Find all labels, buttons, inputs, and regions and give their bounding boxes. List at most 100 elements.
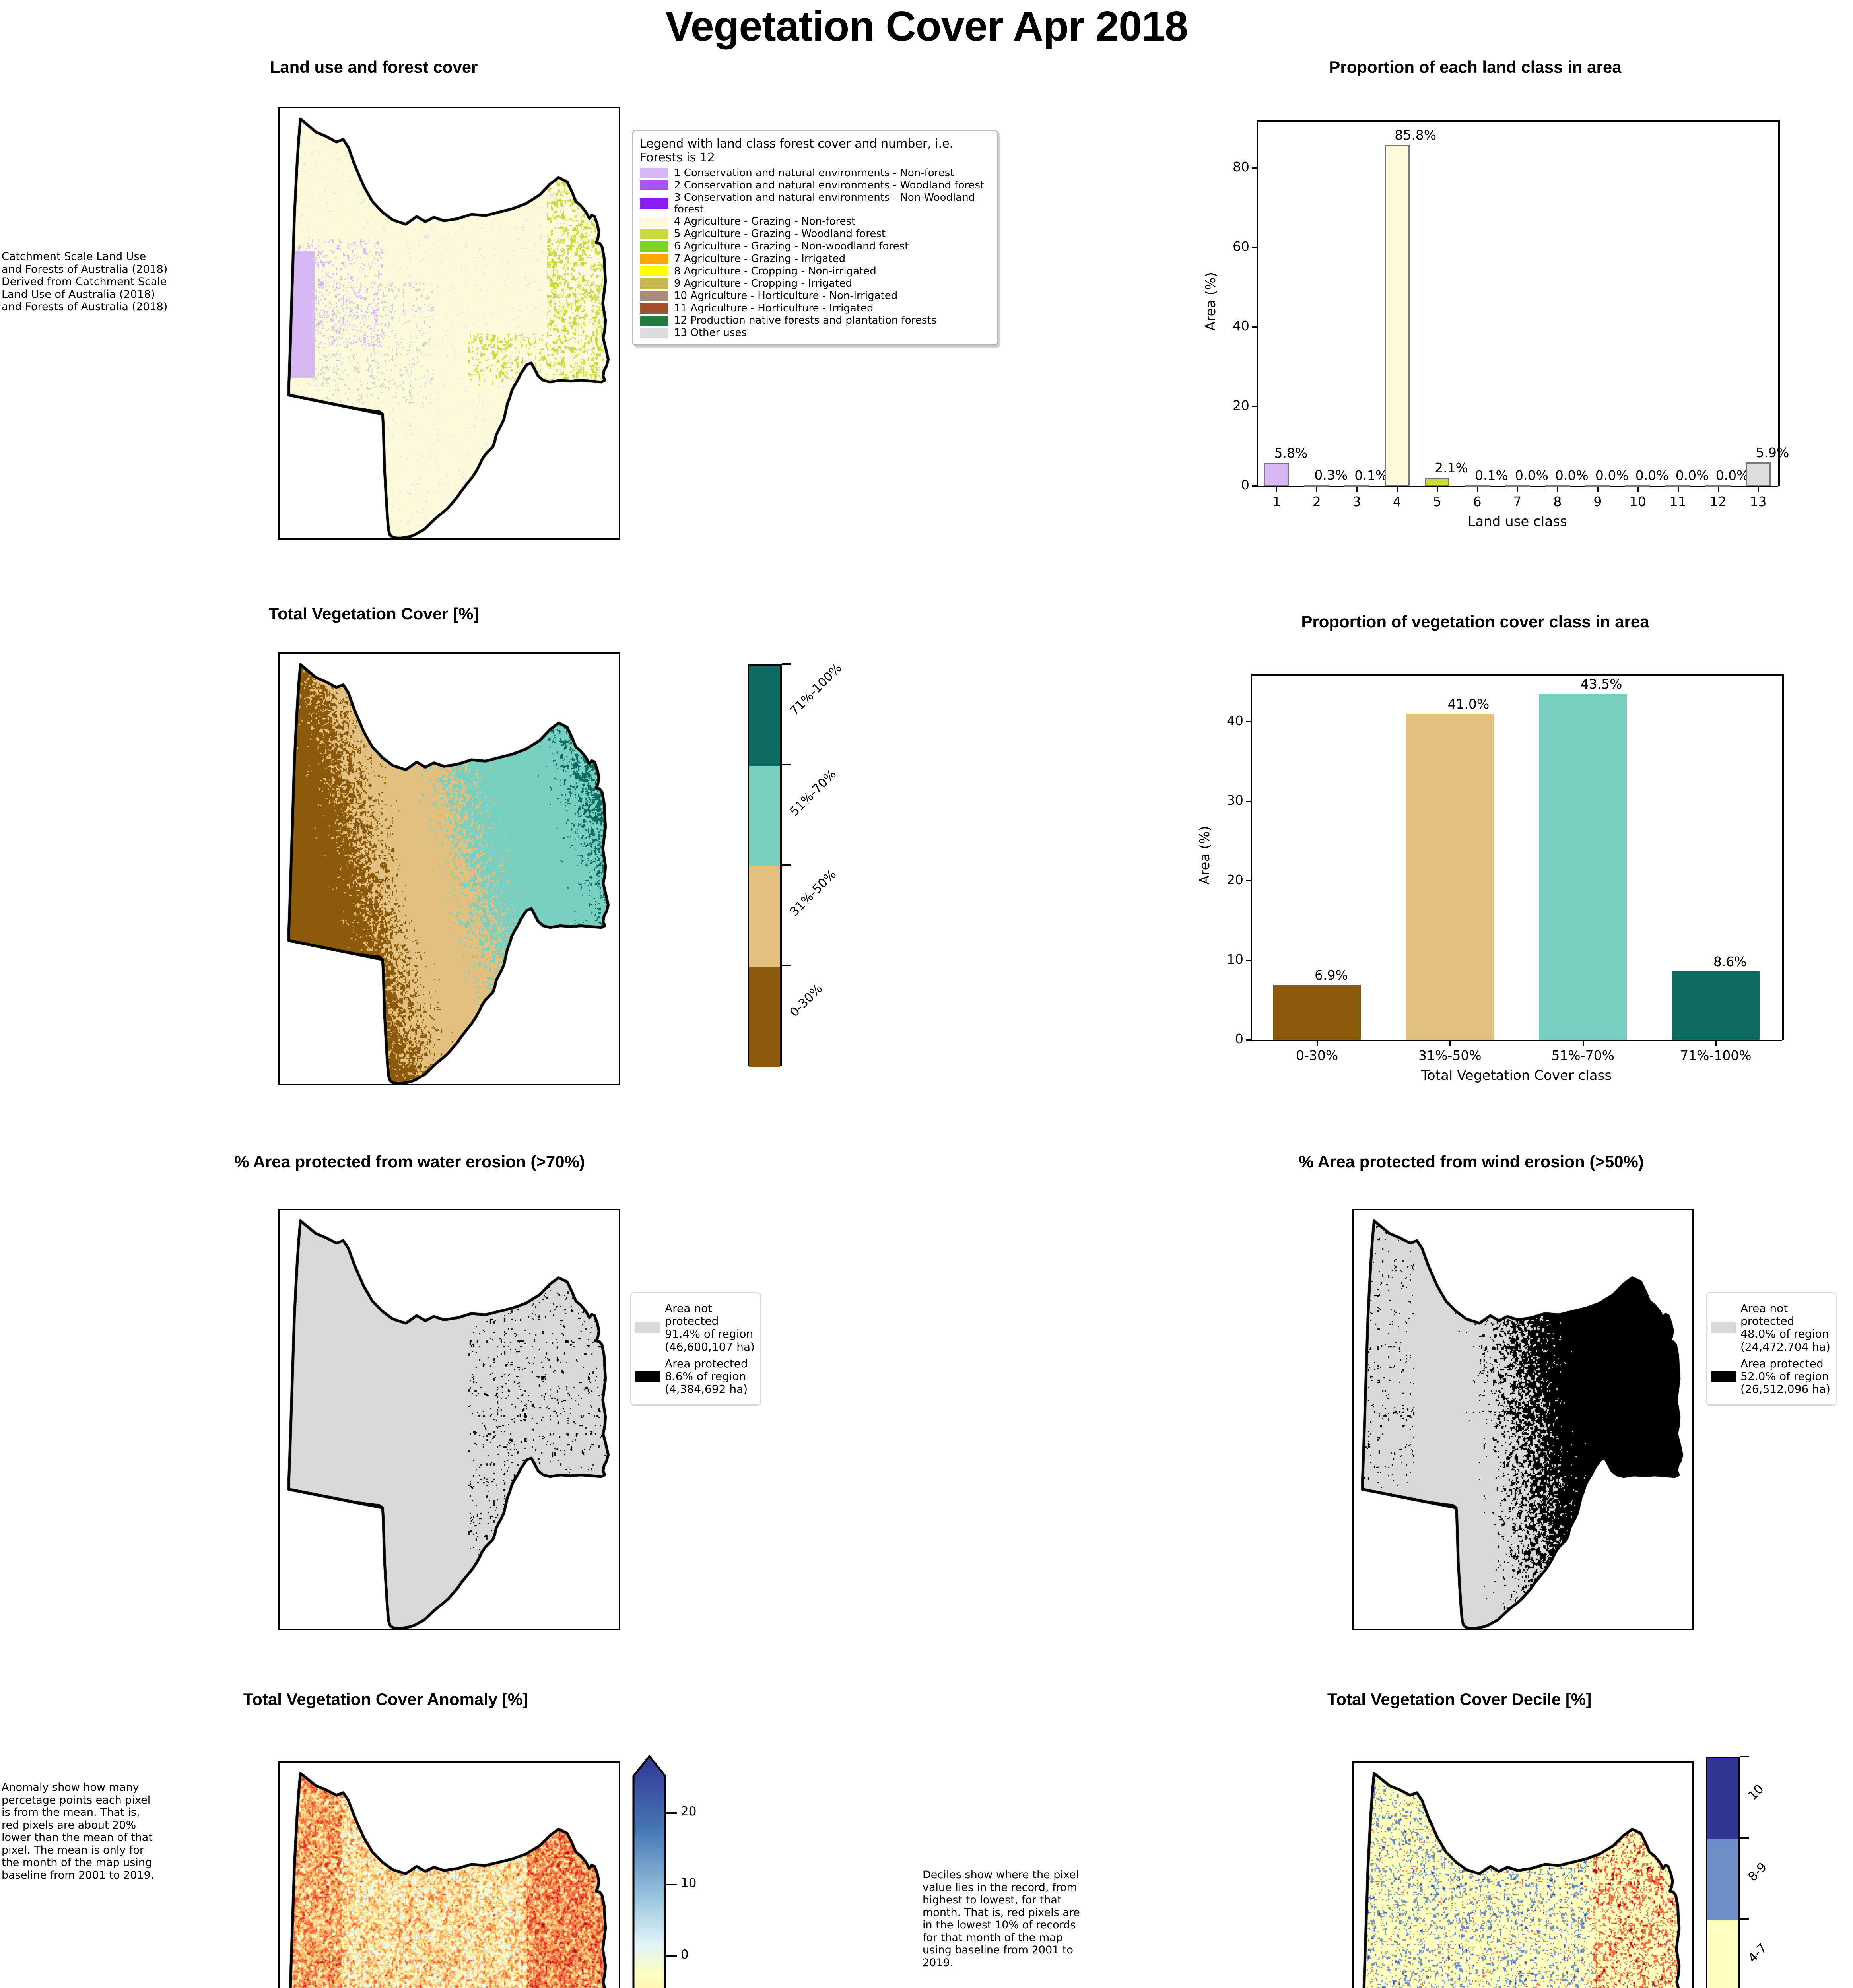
map-y-tick [1352, 1875, 1354, 1876]
veg-cover-map-canvas [280, 654, 619, 1084]
bar[interactable] [1344, 485, 1369, 487]
land-use-map[interactable] [278, 107, 620, 540]
map-y-tick [1352, 1547, 1354, 1549]
bar[interactable] [1505, 485, 1530, 487]
map-y-tick [278, 455, 280, 456]
bar[interactable] [1406, 714, 1494, 1040]
colorbar-label: 8-9 [1745, 1860, 1770, 1884]
legend-swatch [640, 198, 668, 209]
legend-item-label: 3 Conservation and natural environments … [674, 192, 975, 215]
colorbar-tick [782, 964, 791, 966]
land-use-map-canvas [280, 108, 619, 538]
bar[interactable] [1264, 463, 1289, 486]
x-tick [1637, 487, 1639, 492]
map-y-tick [278, 1547, 280, 1549]
erosion-legend-item: Area protected 52.0% of region (26,512,0… [1711, 1357, 1832, 1396]
water-erosion-map[interactable] [278, 1209, 620, 1630]
map-x-tick [605, 1084, 606, 1085]
map-y-tick [278, 831, 280, 833]
x-tick-label: 71%-100% [1680, 1048, 1752, 1063]
bar[interactable] [1273, 985, 1361, 1040]
bar-value-label: 2.1% [1435, 460, 1468, 476]
panel-title-veg-class-chart: Proportion of vegetation cover class in … [1301, 612, 1649, 631]
colorbar-tick [782, 763, 791, 765]
bar[interactable] [1424, 478, 1450, 486]
x-tick [1677, 487, 1679, 492]
map-x-tick [297, 1629, 299, 1630]
map-y-tick [1352, 1455, 1354, 1456]
legend-item: 10 Agriculture - Horticulture - Non-irri… [640, 290, 991, 302]
y-axis-label: Area (%) [1197, 826, 1213, 885]
bar[interactable] [1672, 971, 1760, 1040]
bar[interactable] [1665, 485, 1690, 487]
bar[interactable] [1465, 485, 1490, 487]
bar[interactable] [1545, 485, 1570, 487]
x-tick [1597, 487, 1599, 492]
legend-swatch [640, 168, 668, 179]
legend-swatch [640, 278, 668, 289]
decile-side-note: Deciles show where the pixel value lies … [923, 1869, 1080, 1969]
bar[interactable] [1625, 485, 1651, 487]
panel-title-anomaly: Total Vegetation Cover Anomaly [%] [243, 1690, 528, 1708]
colorbar-tick-label: 20 [681, 1804, 697, 1819]
y-tick [1252, 247, 1257, 248]
x-tick [1356, 487, 1358, 492]
x-tick [1449, 1041, 1451, 1046]
legend-item-label: 8 Agriculture - Cropping - Non-irrigated [674, 265, 876, 277]
legend-item-label: 6 Agriculture - Grazing - Non-woodland f… [674, 240, 909, 252]
legend-swatch [640, 303, 668, 314]
x-tick-label: 13 [1750, 494, 1767, 509]
legend-item: 9 Agriculture - Cropping - Irrigated [640, 278, 991, 289]
x-tick-label: 31%-50% [1418, 1048, 1482, 1063]
colorbar-segment [749, 666, 780, 766]
map-x-tick [372, 1629, 374, 1630]
veg-cover-map[interactable] [278, 652, 620, 1085]
colorbar-label: 4-7 [1745, 1941, 1770, 1965]
bar[interactable] [1384, 145, 1410, 486]
legend-item: 12 Production native forests and plantat… [640, 315, 991, 326]
bar[interactable] [1746, 462, 1771, 486]
wind-erosion-map-canvas [1354, 1210, 1692, 1629]
x-axis-label: Land use class [1468, 514, 1567, 530]
x-tick-label: 5 [1433, 494, 1441, 509]
map-x-tick [451, 1629, 453, 1630]
y-tick [1252, 167, 1257, 169]
x-tick-label: 51%-70% [1551, 1048, 1614, 1063]
decile-map[interactable] [1352, 1761, 1694, 1988]
map-x-tick [1371, 1629, 1372, 1630]
veg-class-bar-chart[interactable]: 0 10 20 30 40 6.9% 0-30% 41.0% 31%-50% 43.5% 51%-7… [1173, 658, 1793, 1099]
bar-value-label: 43.5% [1580, 676, 1622, 692]
x-tick-label: 7 [1513, 494, 1522, 509]
x-tick [1397, 487, 1398, 492]
map-y-tick [278, 905, 280, 907]
bar[interactable] [1705, 485, 1731, 487]
legend-swatch [640, 216, 668, 227]
colorbar-tick-label: 0 [681, 1947, 689, 1962]
bar[interactable] [1585, 485, 1610, 487]
land-class-bar-chart[interactable]: 0 20 40 60 80 5.8% 1 0.3% 2 0.1% 3 85.8% 4 2.1% 5 0.1% 6… [1185, 104, 1789, 542]
bar-value-label: 6.9% [1315, 967, 1348, 983]
panel-title-land-class-chart: Proportion of each land class in area [1329, 58, 1622, 76]
bar[interactable] [1304, 485, 1329, 487]
legend-swatch [640, 328, 668, 338]
legend-swatch [640, 315, 668, 326]
colorbar-label: 31%-50% [787, 867, 839, 919]
map-y-tick [278, 1455, 280, 1456]
bar-value-label: 5.9% [1756, 445, 1789, 460]
legend-item-label: 12 Production native forests and plantat… [674, 315, 937, 327]
panel-title-water-erosion: % Area protected from water erosion (>70… [234, 1152, 585, 1171]
x-tick [1316, 487, 1318, 492]
bar-value-label: 0.1% [1354, 468, 1388, 483]
legend-item-label: 1 Conservation and natural environments … [674, 167, 954, 179]
y-axis [1251, 674, 1252, 1040]
bar[interactable] [1539, 694, 1627, 1040]
anomaly-map[interactable] [278, 1761, 620, 1988]
y-tick [1246, 880, 1251, 881]
erosion-legend-swatch [1711, 1371, 1736, 1382]
x-tick-label: 0-30% [1296, 1048, 1338, 1063]
wind-erosion-map[interactable] [1352, 1209, 1694, 1630]
legend-item: 6 Agriculture - Grazing - Non-woodland f… [640, 241, 991, 252]
panel-title-wind-erosion: % Area protected from wind erosion (>50%… [1299, 1152, 1644, 1171]
y-tick [1252, 485, 1257, 487]
y-tick [1252, 406, 1257, 407]
